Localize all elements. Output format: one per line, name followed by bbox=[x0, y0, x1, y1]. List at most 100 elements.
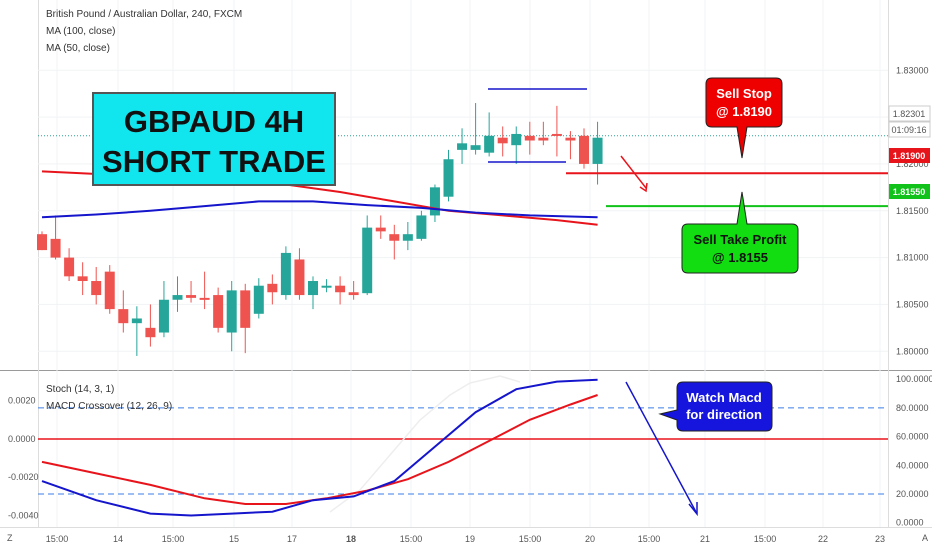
instrument-legend: British Pound / Australian Dollar, 240, … bbox=[46, 9, 242, 20]
candle-body bbox=[131, 318, 142, 324]
countdown-label: 01:09:16 bbox=[891, 125, 926, 135]
time-tick-label: 15:00 bbox=[754, 534, 777, 544]
price-tick-label: 1.81500 bbox=[896, 206, 929, 216]
time-tick-label: 23 bbox=[875, 534, 885, 544]
tp-price-box bbox=[889, 184, 930, 199]
candle-body bbox=[240, 290, 251, 328]
candle-body bbox=[470, 145, 481, 150]
time-tick-label: 20 bbox=[585, 534, 595, 544]
price-tick-label: 1.82000 bbox=[896, 159, 929, 169]
current-price-label: 1.82301 bbox=[893, 109, 926, 119]
time-tick-label: 19 bbox=[465, 534, 475, 544]
candle-body bbox=[416, 215, 427, 239]
candle-body bbox=[294, 259, 305, 296]
time-tick-label: 21 bbox=[700, 534, 710, 544]
candle-body bbox=[457, 143, 468, 150]
macd-tick-label: 0.0000 bbox=[8, 434, 36, 444]
watch-macd-label: Watch Macd bbox=[686, 390, 761, 405]
ma-blue-line bbox=[41, 200, 598, 219]
title-box bbox=[92, 92, 336, 186]
stoch-faint-line bbox=[329, 375, 521, 513]
stoch-tick-label: 40.0000 bbox=[896, 460, 929, 470]
macd-tick-label: -0.0020 bbox=[8, 472, 39, 482]
macd-signal-line bbox=[41, 394, 598, 505]
title-line-2: SHORT TRADE bbox=[102, 144, 326, 179]
stoch-tick-label: 60.0000 bbox=[896, 432, 929, 442]
candle-body bbox=[565, 137, 576, 141]
candle-body bbox=[37, 234, 47, 251]
price-tick-label: 1.81000 bbox=[896, 253, 929, 263]
candle-body bbox=[280, 252, 291, 296]
price-tick-label: 1.83000 bbox=[896, 65, 929, 75]
candle-body bbox=[104, 271, 115, 310]
candle-body bbox=[158, 299, 169, 333]
candle-body bbox=[484, 135, 495, 153]
indicator-axes: 0.0020 0.0000 -0.0020 -0.0040 100.0000 80.000… bbox=[8, 374, 932, 528]
current-price-box bbox=[888, 105, 931, 122]
candle-body bbox=[551, 133, 562, 136]
macd-tick-label: 0.0020 bbox=[8, 396, 36, 406]
sell-stop-callout bbox=[705, 77, 783, 159]
time-axis-corner-right: A bbox=[922, 533, 928, 543]
time-tick-label: 14 bbox=[113, 534, 123, 544]
candle-body bbox=[402, 234, 413, 241]
ma100-legend: MA (100, close) bbox=[46, 26, 115, 37]
price-tick-label: 1.80500 bbox=[896, 299, 929, 309]
candle-body bbox=[172, 295, 183, 300]
time-tick-label: 15 bbox=[229, 534, 239, 544]
candle-body bbox=[443, 159, 454, 197]
countdown-box bbox=[888, 121, 931, 138]
time-tick-label: 15:00 bbox=[46, 534, 69, 544]
stoch-tick-label: 0.0000 bbox=[896, 518, 924, 528]
candle-body bbox=[308, 281, 318, 296]
candle-body bbox=[389, 234, 400, 241]
candle-body bbox=[226, 290, 237, 333]
stop-price-label: 1.81900 bbox=[893, 151, 926, 161]
candle-body bbox=[579, 135, 589, 164]
sell-stop-label: Sell Stop bbox=[716, 86, 772, 101]
candle-body bbox=[335, 285, 346, 293]
price-tick-label: 1.80000 bbox=[896, 346, 929, 356]
time-tick-label: 22 bbox=[818, 534, 828, 544]
time-tick-label: 15:00 bbox=[162, 534, 185, 544]
candle-body bbox=[213, 295, 224, 328]
macd-tick-label: -0.0040 bbox=[8, 511, 39, 521]
candle-body bbox=[348, 292, 359, 296]
macd-line bbox=[41, 378, 598, 517]
candle-body bbox=[429, 187, 440, 216]
candle-body bbox=[497, 137, 508, 144]
time-axis-corner-left: Z bbox=[7, 533, 13, 543]
sell-stop-price: @ 1.8190 bbox=[716, 104, 772, 119]
candle-body bbox=[362, 227, 373, 294]
watch-macd-arrowhead bbox=[688, 502, 698, 517]
time-tick-label: 17 bbox=[287, 534, 297, 544]
stoch-tick-label: 80.0000 bbox=[896, 403, 929, 413]
take-profit-label: Sell Take Profit bbox=[694, 232, 788, 247]
candle-body bbox=[538, 137, 549, 141]
stoch-tick-label: 20.0000 bbox=[896, 489, 929, 499]
take-profit-price: @ 1.8155 bbox=[712, 250, 768, 265]
time-tick-label: 18 bbox=[346, 534, 356, 544]
candle-body bbox=[50, 238, 61, 258]
time-tick-label: 15:00 bbox=[400, 534, 423, 544]
macd-legend: MACD Crossover (12, 26, 9) bbox=[46, 401, 172, 412]
candle-body bbox=[64, 257, 75, 277]
down-arrow-head bbox=[639, 182, 648, 193]
ma50-legend: MA (50, close) bbox=[46, 43, 110, 54]
stoch-legend: Stoch (14, 3, 1) bbox=[46, 384, 114, 395]
candle-body bbox=[524, 135, 535, 141]
take-profit-callout bbox=[681, 191, 799, 274]
candle-body bbox=[321, 285, 332, 288]
stop-price-box bbox=[889, 148, 930, 163]
candle-body bbox=[267, 283, 278, 293]
tp-price-label: 1.81550 bbox=[893, 187, 926, 197]
candle-body bbox=[118, 309, 129, 324]
watch-macd-sublabel: for direction bbox=[686, 407, 762, 422]
watch-macd-arrow bbox=[625, 381, 697, 513]
title-line-1: GBPAUD 4H bbox=[124, 104, 304, 139]
candle-body bbox=[592, 137, 603, 164]
candles bbox=[37, 103, 603, 356]
candle-body bbox=[199, 297, 210, 300]
time-tick-label: 15:00 bbox=[519, 534, 542, 544]
